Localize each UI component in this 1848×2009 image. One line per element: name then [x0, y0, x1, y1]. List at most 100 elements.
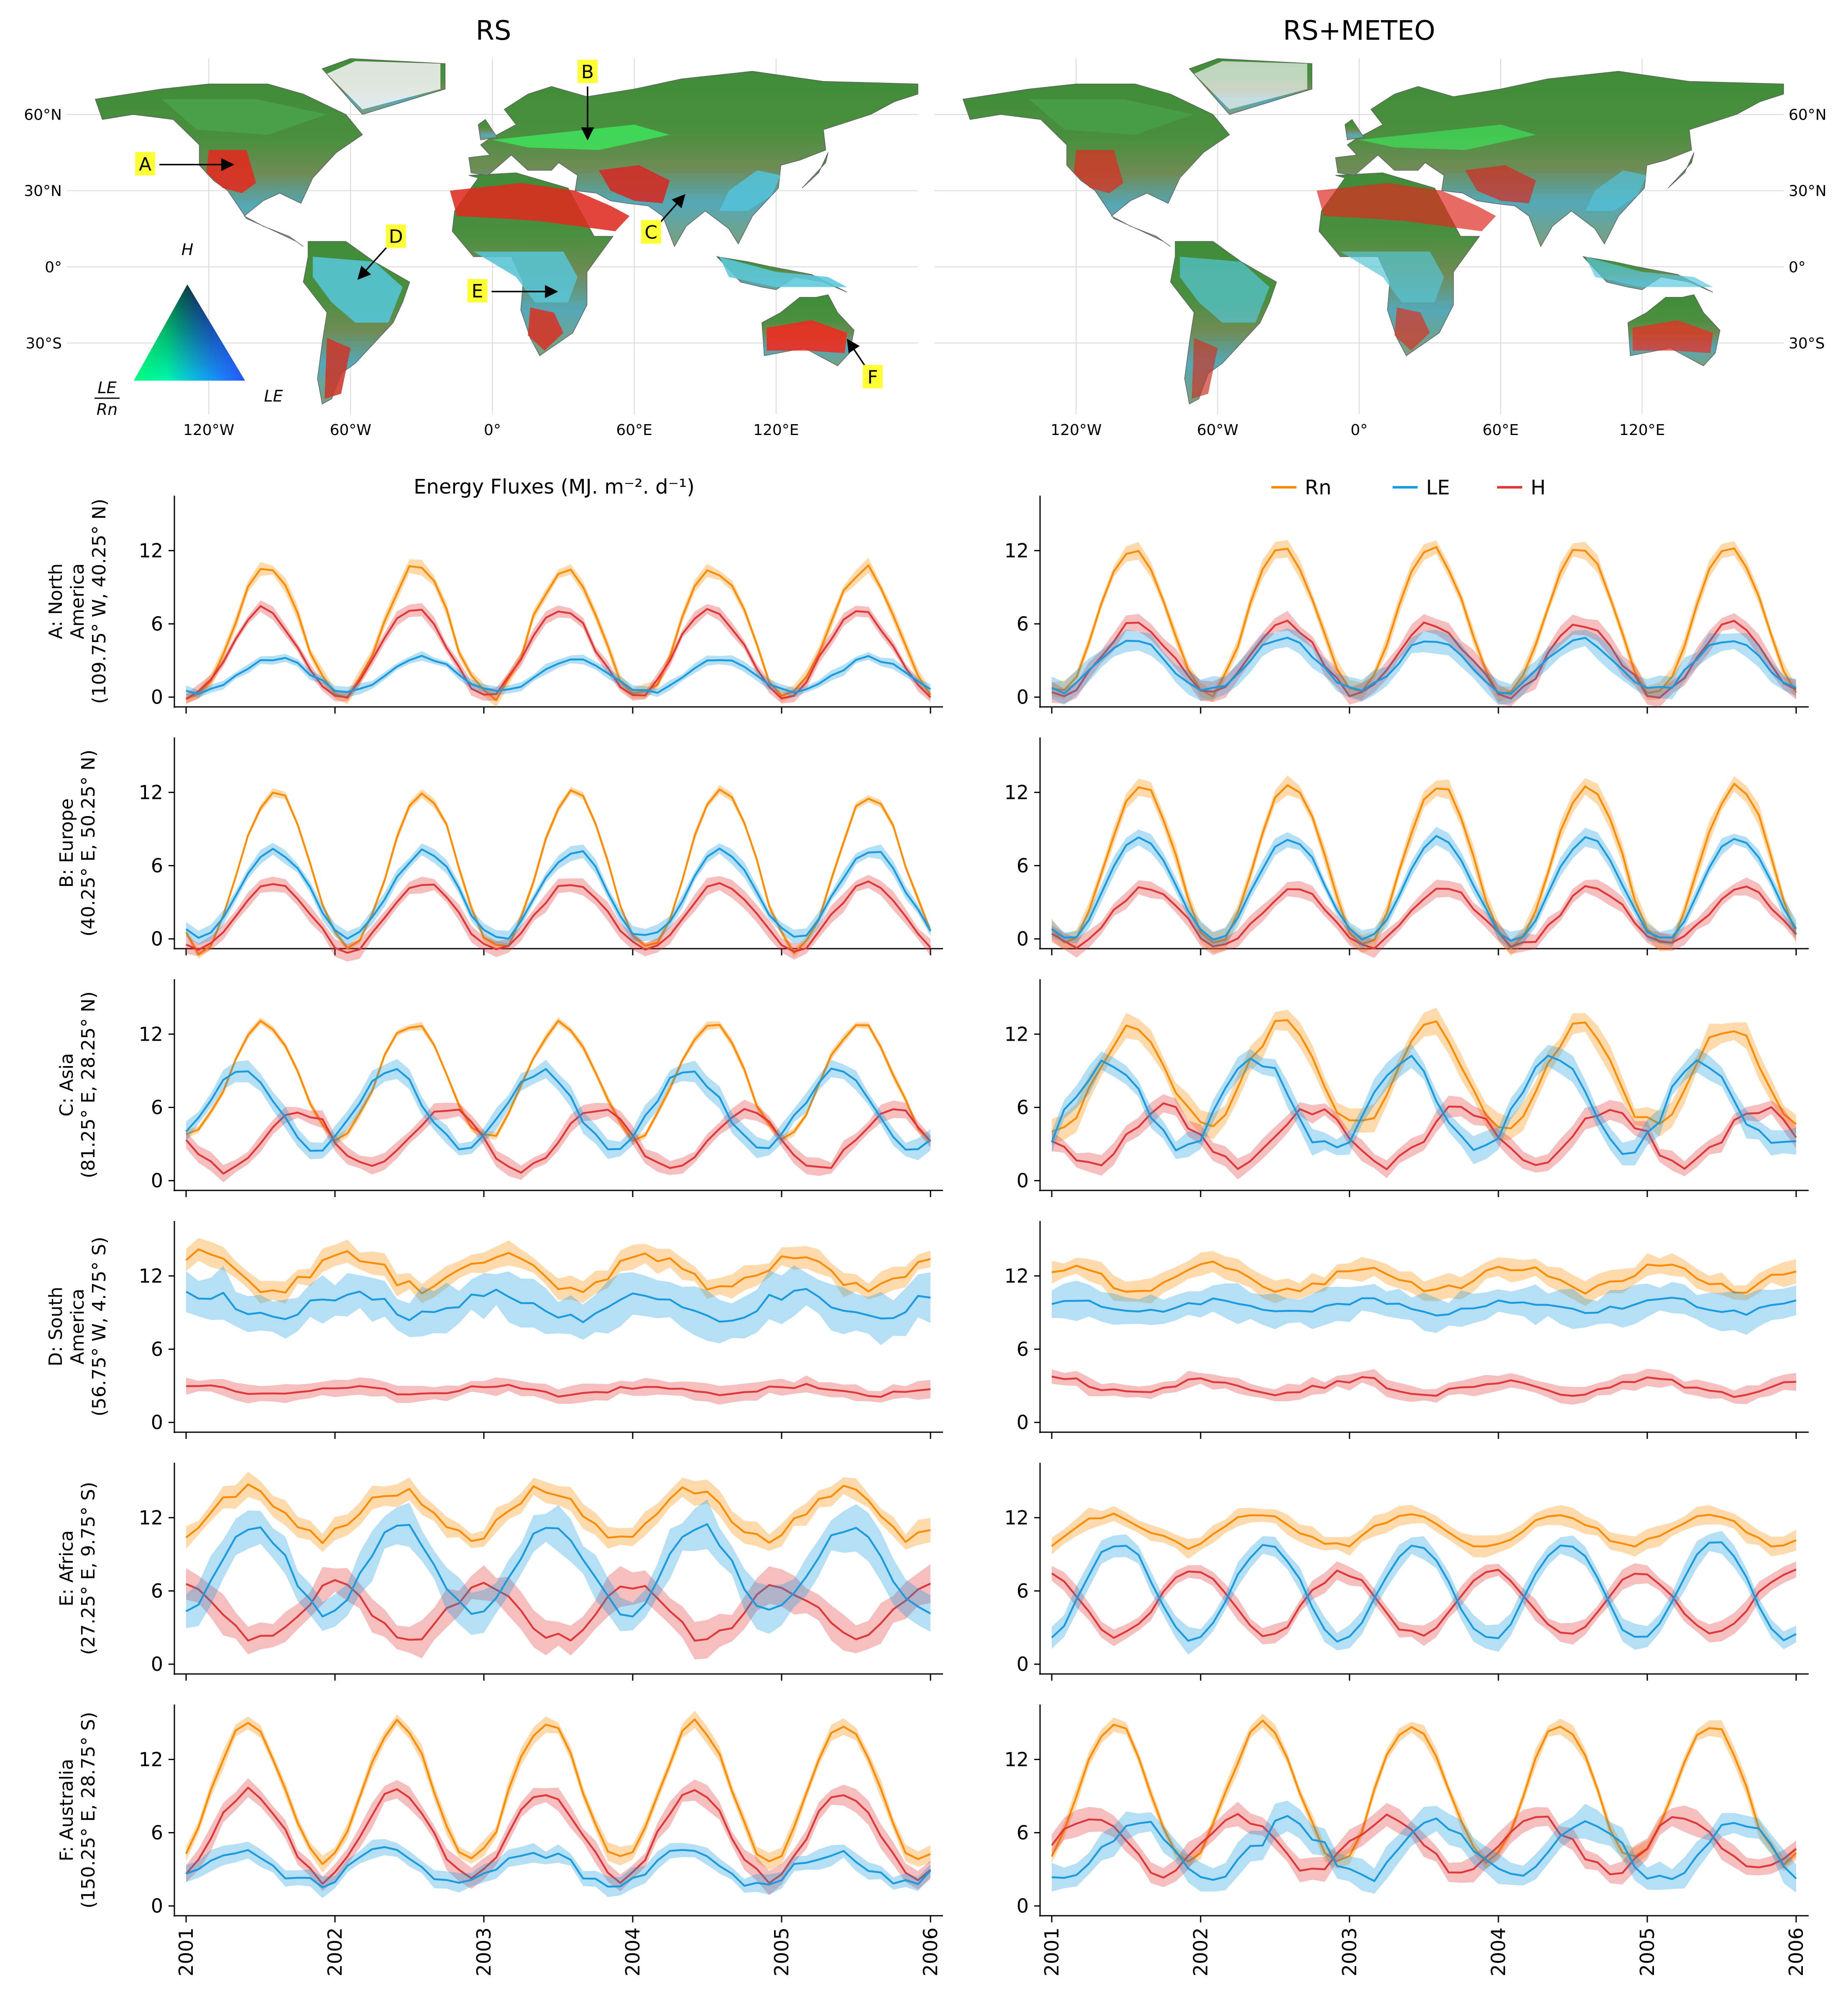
uncertainty-band-le: [1052, 1280, 1796, 1335]
panel-E-rs-meteo: 0 6 12: [1004, 1463, 1809, 1681]
map-marker-label: D: [389, 226, 403, 248]
flux-panels: A: North America (109.75° W, 40.25° N) 0612…: [45, 496, 1809, 1976]
map-lon-tick: 120°W: [183, 422, 234, 439]
panel-F-rs-meteo: 0 6 12 2001 2002 2003 2004 2005 2006: [1004, 1704, 1809, 1976]
legend-label-le: LE: [1426, 476, 1450, 499]
y-tick-label: 6: [151, 1096, 163, 1119]
uncertainty-band-le: [186, 651, 930, 698]
series-line-le: [185, 1288, 931, 1323]
uncertainty-band-h: [186, 1778, 930, 1895]
map-lon-tick: 120°E: [753, 422, 799, 439]
map-flux-region: [206, 150, 256, 193]
site-label-line: (56.75° W, 4.75° S): [89, 1237, 110, 1417]
y-tick-label: 6: [1017, 855, 1029, 877]
series-line-rn: [185, 1248, 931, 1295]
x-tick-label: 2001: [175, 1927, 197, 1976]
site-label-E: E: Africa (27.25° E, 9.75° S): [56, 1482, 99, 1655]
series-line-le: [1051, 835, 1797, 942]
site-label-C: C: Asia (81.25° E, 28.25° N): [56, 991, 99, 1178]
map-flux-region: [1191, 338, 1218, 399]
x-tick-label: 2004: [1487, 1927, 1510, 1976]
map-lat-tick: 60°N: [24, 107, 62, 124]
map-marker-label: C: [644, 222, 657, 243]
series-line-rn: [186, 564, 931, 701]
series-line-rn: [185, 788, 932, 955]
uncertainty-band-h: [1052, 611, 1796, 707]
site-label-A: A: North America (109.75° W, 40.25° N): [45, 499, 110, 704]
series-line-rn: [1051, 1019, 1797, 1133]
series-line-rn: [186, 1020, 931, 1142]
y-tick-label: 12: [1004, 1023, 1029, 1045]
series-line-h: [186, 1579, 931, 1642]
site-label-line: (27.25° E, 9.75° S): [78, 1482, 99, 1655]
map-flux-region: [1465, 165, 1536, 204]
map-flux-region: [1316, 183, 1496, 231]
panel-C-rs: 0 6 12: [138, 979, 943, 1197]
map-lat-tick: 30°S: [26, 335, 62, 352]
series-line-le: [1051, 1815, 1797, 1882]
series-line-h: [1051, 1102, 1797, 1170]
series-line-h: [185, 1786, 931, 1885]
y-tick-label: 0: [151, 1653, 163, 1676]
uncertainty-band-h: [186, 1375, 930, 1405]
map-rs-meteo: 60°N 30°N 0° 30°S 120°W 60°W 0° 60°E 120°E: [935, 58, 1827, 439]
panel-E-rs: 0 6 12: [138, 1463, 943, 1681]
map-marker-label: E: [472, 281, 483, 302]
legend-label-h: H: [1531, 476, 1546, 499]
map-lon-tick: 0°: [1351, 422, 1368, 439]
map-lat-tick: 30°N: [1789, 183, 1827, 200]
map-marker-label: B: [581, 61, 594, 83]
flux-units-label: Energy Fluxes (MJ. m⁻². d⁻¹): [414, 475, 695, 499]
y-tick-label: 6: [1017, 1096, 1029, 1119]
flux-header: Energy Fluxes (MJ. m⁻². d⁻¹) Rn LE H: [414, 475, 1546, 499]
map-lon-tick: 120°E: [1619, 422, 1665, 439]
site-label-line: A: North: [45, 563, 66, 639]
ternary-blue-layer: [134, 284, 245, 381]
map-flux-region: [1585, 170, 1647, 211]
map-landmass: [802, 152, 828, 189]
site-label-line: (40.25° E, 50.25° N): [78, 750, 99, 937]
map-flux-region: [528, 307, 564, 351]
uncertainty-band-rn: [1052, 1008, 1796, 1144]
map-flux-region: [1585, 256, 1713, 287]
map-marker-arrow: [660, 194, 685, 223]
x-tick-label: 2004: [621, 1927, 644, 1976]
ternary-label-h: H: [181, 241, 194, 259]
panel-B-rs-meteo: 0 6 12: [1004, 737, 1809, 958]
map-landmass: [1668, 152, 1695, 189]
site-label-line: America: [67, 1289, 88, 1365]
legend-label-rn: Rn: [1305, 476, 1332, 499]
series-line-le: [186, 1846, 931, 1889]
y-tick-label: 0: [1017, 1411, 1029, 1434]
y-tick-label: 12: [1004, 539, 1029, 562]
site-label-line: (109.75° W, 40.25° N): [89, 499, 110, 704]
series-line-le: [1051, 1541, 1797, 1643]
map-marker-box: [467, 279, 488, 303]
y-tick-label: 12: [1004, 1748, 1029, 1771]
x-tick-label: 2002: [1189, 1927, 1212, 1976]
series-line-rn: [1051, 1720, 1797, 1866]
site-label-line: B: Europe: [56, 798, 77, 888]
series-line-h: [186, 1383, 931, 1398]
site-label-D: D: South America (56.75° W, 4.75° S): [45, 1237, 110, 1417]
uncertainty-band-rn: [1052, 1505, 1796, 1559]
y-tick-label: 6: [151, 855, 163, 877]
map-flux-region: [1633, 320, 1713, 353]
right-column-title: RS+METEO: [1283, 15, 1435, 46]
ternary-color-key: H LE LE Rn: [95, 241, 283, 419]
map-flux-region: [1359, 124, 1536, 150]
map-marker-label: A: [139, 154, 151, 175]
ternary-label-le-rn-num: LE: [97, 379, 116, 397]
y-tick-label: 0: [151, 1411, 163, 1434]
y-tick-label: 6: [1017, 1822, 1029, 1844]
site-label-line: (81.25° E, 28.25° N): [78, 991, 99, 1178]
y-tick-label: 6: [1017, 1580, 1029, 1602]
series-line-h: [185, 605, 931, 700]
y-tick-label: 12: [138, 1506, 163, 1529]
map-lat-tick: 30°S: [1789, 335, 1825, 352]
uncertainty-band-rn: [1052, 1713, 1796, 1872]
left-column-title: RS: [475, 15, 511, 46]
y-tick-label: 0: [1017, 1170, 1029, 1192]
uncertainty-band-rn: [1052, 540, 1796, 702]
